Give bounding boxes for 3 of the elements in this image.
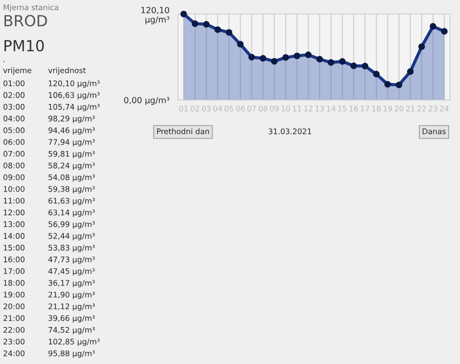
text: BROD [4,14,47,26]
text: PM10 [4,40,44,52]
y-tick-label: 0,00 µg/m³ [124,96,170,105]
